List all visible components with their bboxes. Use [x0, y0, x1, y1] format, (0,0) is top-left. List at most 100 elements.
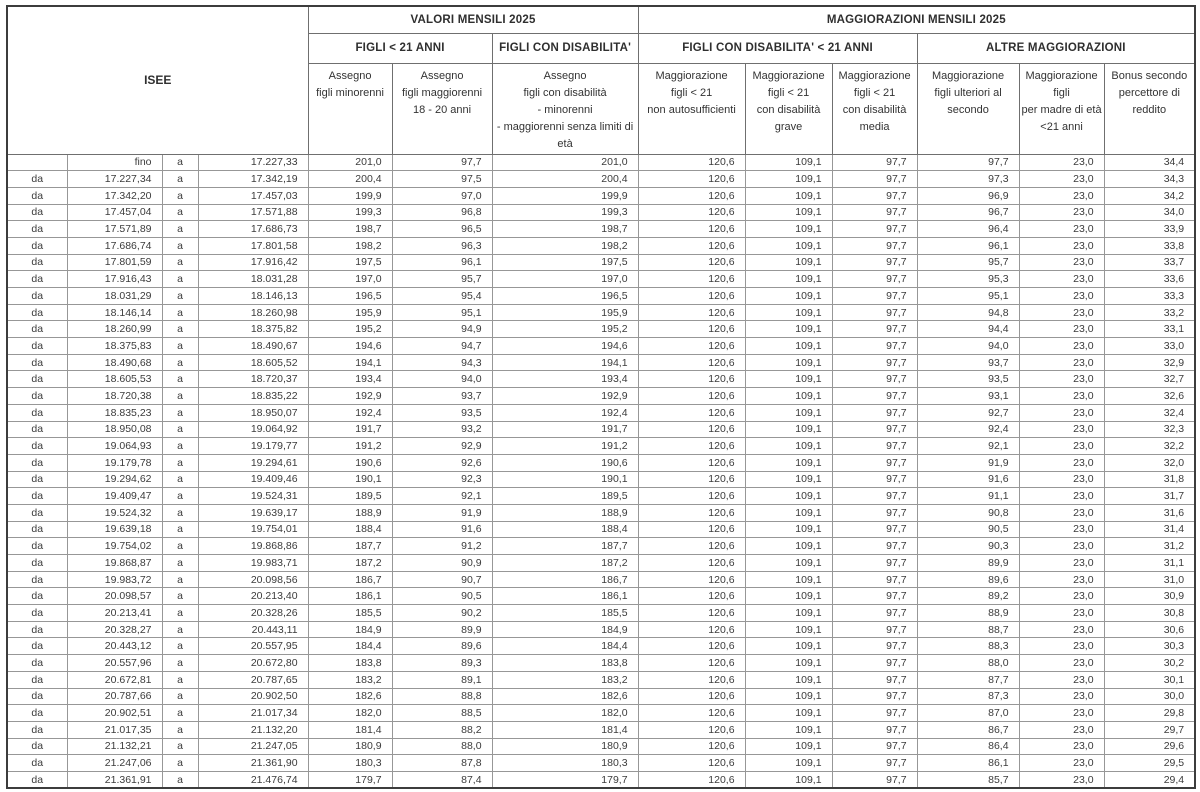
cell-magg-figli-ulteriori: 96,9: [916, 186, 1020, 205]
colhead-assegno-figli-minorenni: Assegno figli minorenni: [307, 62, 393, 155]
cell-assegno-minorenni: 199,9: [307, 186, 393, 205]
cell-assegno-disabilita: 190,1: [491, 470, 639, 489]
cell-a: a: [161, 453, 199, 472]
cell-assegno-minorenni: 195,9: [307, 303, 393, 322]
cell-a: a: [161, 554, 199, 572]
header-figli-con-disabilita-under-21: FIGLI CON DISABILITA' < 21 ANNI: [637, 32, 918, 64]
cell-magg-disabilita-media: 97,7: [831, 270, 918, 288]
cell-bonus-secondo-percettore: 30,2: [1103, 654, 1196, 672]
cell-magg-non-autosufficienti: 120,6: [637, 704, 746, 722]
cell-magg-madre-under21: 23,0: [1018, 403, 1105, 422]
cell-bonus-secondo-percettore: 33,9: [1103, 220, 1196, 238]
cell-magg-madre-under21: 23,0: [1018, 353, 1105, 372]
cell-magg-disabilita-media: 97,7: [831, 587, 918, 606]
cell-magg-non-autosufficienti: 120,6: [637, 437, 746, 455]
cell-isee-to: 17.342,19: [197, 170, 309, 188]
cell-bonus-secondo-percettore: 32,6: [1103, 387, 1196, 405]
cell-assegno-minorenni: 197,5: [307, 253, 393, 272]
cell-isee-to: 20.902,50: [197, 687, 309, 706]
table-row: da 19.179,78 a 19.294,61 190,6 92,6 190,6 120,6…: [6, 453, 1196, 472]
cell-assegno-maggiorenni: 91,2: [391, 537, 493, 555]
table-row: da 17.916,43 a 18.031,28 197,0 95,7 197,0 120,6…: [6, 270, 1196, 288]
cell-magg-non-autosufficienti: 120,6: [637, 654, 746, 672]
cell-assegno-minorenni: 192,9: [307, 387, 393, 405]
cell-bonus-secondo-percettore: 29,6: [1103, 737, 1196, 756]
cell-assegno-minorenni: 198,2: [307, 236, 393, 255]
table-header: ISEE VALORI MENSILI 2025 MAGGIORAZIONI M…: [6, 5, 1196, 155]
cell-magg-figli-ulteriori: 86,1: [916, 754, 1020, 772]
cell-magg-disabilita-media: 97,7: [831, 737, 918, 756]
cell-magg-figli-ulteriori: 86,7: [916, 720, 1020, 739]
cell-isee-to: 20.213,40: [197, 587, 309, 606]
cell-magg-madre-under21: 23,0: [1018, 170, 1105, 188]
cell-da: da: [6, 604, 68, 622]
cell-isee-from: 17.342,20: [66, 186, 163, 205]
cell-da: da: [6, 287, 68, 305]
cell-isee-from: 17.916,43: [66, 270, 163, 288]
cell-isee-from: 19.983,72: [66, 570, 163, 589]
cell-a: a: [161, 537, 199, 555]
cell-assegno-maggiorenni: 90,9: [391, 554, 493, 572]
table-row: da 19.868,87 a 19.983,71 187,2 90,9 187,2 120,6…: [6, 554, 1196, 572]
cell-magg-figli-ulteriori: 93,7: [916, 353, 1020, 372]
cell-isee-to: 19.639,17: [197, 503, 309, 522]
cell-assegno-minorenni: 187,2: [307, 554, 393, 572]
cell-magg-disabilita-grave: 109,1: [744, 220, 833, 238]
cell-magg-disabilita-media: 97,7: [831, 420, 918, 439]
cell-magg-figli-ulteriori: 88,9: [916, 604, 1020, 622]
cell-magg-disabilita-grave: 109,1: [744, 303, 833, 322]
cell-a: a: [161, 770, 199, 789]
cell-assegno-disabilita: 200,4: [491, 170, 639, 188]
table-row: da 18.835,23 a 18.950,07 192,4 93,5 192,4 120,6…: [6, 403, 1196, 422]
cell-assegno-maggiorenni: 93,7: [391, 387, 493, 405]
cell-da: da: [6, 253, 68, 272]
cell-magg-disabilita-media: 97,7: [831, 337, 918, 355]
cell-magg-non-autosufficienti: 120,6: [637, 270, 746, 288]
cell-assegno-minorenni: 184,4: [307, 637, 393, 656]
cell-magg-disabilita-media: 97,7: [831, 370, 918, 389]
table-row: da 18.031,29 a 18.146,13 196,5 95,4 196,5 120,6…: [6, 287, 1196, 305]
cell-assegno-minorenni: 186,1: [307, 587, 393, 606]
cell-magg-madre-under21: 23,0: [1018, 186, 1105, 205]
cell-da: da: [6, 270, 68, 288]
cell-magg-madre-under21: 23,0: [1018, 453, 1105, 472]
table-row: da 18.950,08 a 19.064,92 191,7 93,2 191,7 120,6…: [6, 420, 1196, 439]
cell-assegno-disabilita: 186,1: [491, 587, 639, 606]
cell-assegno-maggiorenni: 94,0: [391, 370, 493, 389]
cell-isee-to: 18.835,22: [197, 387, 309, 405]
cell-magg-madre-under21: 23,0: [1018, 470, 1105, 489]
cell-isee-to: 17.686,73: [197, 220, 309, 238]
cell-magg-madre-under21: 23,0: [1018, 270, 1105, 288]
cell-magg-disabilita-media: 97,7: [831, 186, 918, 205]
cell-assegno-disabilita: 181,4: [491, 720, 639, 739]
cell-magg-disabilita-media: 97,7: [831, 520, 918, 539]
cell-magg-non-autosufficienti: 120,6: [637, 186, 746, 205]
cell-bonus-secondo-percettore: 32,2: [1103, 437, 1196, 455]
cell-magg-disabilita-media: 97,7: [831, 620, 918, 639]
data-table: ISEE VALORI MENSILI 2025 MAGGIORAZIONI M…: [6, 5, 1197, 790]
cell-assegno-disabilita: 191,7: [491, 420, 639, 439]
cell-assegno-disabilita: 192,9: [491, 387, 639, 405]
cell-assegno-maggiorenni: 93,5: [391, 403, 493, 422]
cell-magg-disabilita-media: 97,7: [831, 437, 918, 455]
cell-magg-non-autosufficienti: 120,6: [637, 203, 746, 222]
cell-assegno-disabilita: 194,6: [491, 337, 639, 355]
cell-isee-from: 17.686,74: [66, 236, 163, 255]
cell-assegno-maggiorenni: 91,9: [391, 503, 493, 522]
cell-assegno-disabilita: 198,7: [491, 220, 639, 238]
cell-magg-figli-ulteriori: 92,7: [916, 403, 1020, 422]
cell-bonus-secondo-percettore: 32,7: [1103, 370, 1196, 389]
table-row: da 18.146,14 a 18.260,98 195,9 95,1 195,9 120,6…: [6, 303, 1196, 322]
cell-da: da: [6, 337, 68, 355]
cell-assegno-maggiorenni: 89,9: [391, 620, 493, 639]
cell-a: a: [161, 203, 199, 222]
cell-bonus-secondo-percettore: 32,9: [1103, 353, 1196, 372]
cell-bonus-secondo-percettore: 30,0: [1103, 687, 1196, 706]
cell-isee-to: 18.720,37: [197, 370, 309, 389]
cell-assegno-minorenni: 185,5: [307, 604, 393, 622]
cell-magg-madre-under21: 23,0: [1018, 370, 1105, 389]
cell-a: a: [161, 236, 199, 255]
cell-magg-disabilita-grave: 109,1: [744, 620, 833, 639]
cell-magg-disabilita-grave: 109,1: [744, 370, 833, 389]
colhead-magg-disabilita-grave: Maggiorazione figli < 21 con disabilità …: [744, 62, 833, 155]
